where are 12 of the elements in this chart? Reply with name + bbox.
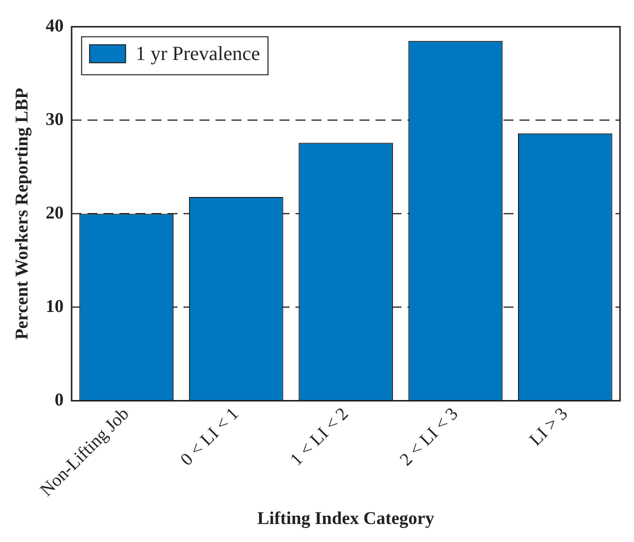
y-tick-label: 30: [46, 108, 64, 129]
x-tick-label: LI > 3: [525, 403, 572, 450]
x-tick-label: 0 < LI < 1: [176, 403, 242, 470]
x-axis-title: Lifting Index Category: [257, 508, 434, 528]
y-axis-title: Percent Workers Reporting LBP: [11, 88, 32, 340]
legend-label: 1 yr Prevalence: [136, 43, 260, 66]
y-tick-label: 10: [46, 296, 64, 316]
y-tick-label: 40: [46, 15, 64, 36]
y-tick-label: 20: [46, 202, 64, 222]
x-tick-label: 1 < LI < 2: [286, 403, 352, 470]
y-tick-label: 0: [54, 389, 64, 410]
x-tick-label: 2 < LI < 3: [396, 403, 462, 470]
